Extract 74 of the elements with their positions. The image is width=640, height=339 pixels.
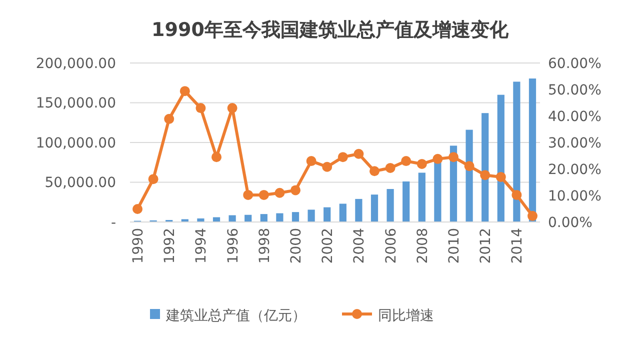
point [527,210,538,221]
bar [228,215,236,222]
point [243,190,254,200]
point [180,86,190,96]
bar [308,210,315,222]
x-tick-label: 1998 [256,228,273,264]
x-tick-label: 2010 [446,228,462,264]
point [338,152,348,162]
point [290,185,300,196]
bar [528,78,536,222]
point [480,170,490,180]
bar [212,217,220,222]
x-tick-label: 2004 [352,228,368,264]
bar [386,189,394,222]
point [401,156,412,166]
chart-title: 1990年至今我国建筑业总产值及增速变化 [152,19,510,41]
point [385,162,396,173]
point [148,174,158,184]
bar [339,204,346,222]
y2-tick-label: 50.00% [548,82,602,98]
bar [324,207,331,222]
point [354,148,364,159]
y2-tick-label: 30.00% [548,135,602,152]
point [274,188,285,198]
x-tick-label: 2014 [510,228,526,264]
bar [466,130,473,222]
bar [292,212,300,222]
point [322,162,332,172]
y-tick-label: - [110,214,116,231]
x-tick-label: 2012 [478,228,494,264]
point [212,152,222,162]
y-tick-label: 200,000.00 [36,56,116,72]
bar [497,94,504,222]
y2-tick-label: 60.00% [548,56,602,72]
point [448,152,458,162]
bar [482,113,489,222]
point [416,158,427,169]
bar [355,198,362,222]
y2-tick-label: 20.00% [548,162,602,178]
point [512,190,522,200]
y2-tick-label: 40.00% [548,108,602,125]
point [196,103,206,114]
bar [434,160,442,222]
y-tick-label: 50,000.00 [44,175,116,192]
x-tick-label: 1992 [162,228,178,264]
legend-label: 同比增速 [378,308,434,324]
point [132,204,143,214]
y2-tick-label: 0.00% [548,214,592,231]
bar [418,172,426,222]
bar [260,214,268,222]
bar [370,194,378,222]
y-tick-label: 100,000.00 [36,135,116,152]
bar [244,214,252,222]
x-tick-label: 2008 [414,228,431,264]
x-tick-label: 1990 [130,228,147,264]
x-tick-label: 2006 [383,228,400,264]
bar [276,213,284,222]
point [464,161,474,172]
x-tick-label: 1994 [194,228,210,264]
point [496,172,506,182]
point [258,190,269,200]
point [370,166,380,176]
legend-label: 建筑业总产值（亿元） [165,308,306,324]
x-tick-label: 2000 [288,228,304,264]
point [306,156,316,166]
x-tick-label: 2002 [320,228,336,264]
x-tick-label: 1996 [225,228,242,264]
y-tick-label: 150,000.00 [36,96,116,112]
point [432,154,443,164]
bar [402,181,410,222]
y2-tick-label: 10.00% [548,188,602,204]
point [227,103,238,114]
point [164,114,174,124]
bar [513,82,520,222]
